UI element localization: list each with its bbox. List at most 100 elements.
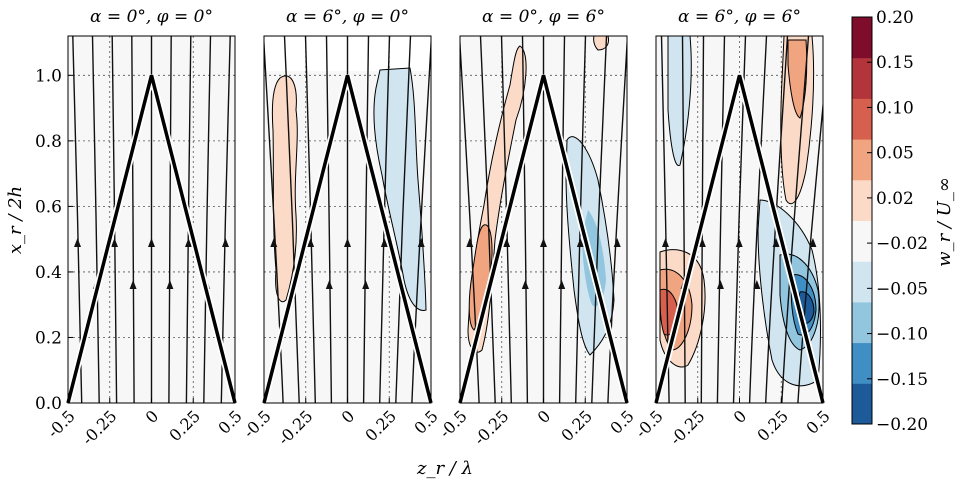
y-tick-label-3: 0.6 — [35, 197, 62, 217]
panel-2-flow-arrow-2 — [307, 238, 315, 247]
colorbar-tick-label-6: 0.05 — [876, 144, 914, 164]
panel-1-x-tick-label-4: 0.5 — [214, 406, 245, 437]
x-axes: -0.5 -0.25 0 0.25 0.5-0.5 -0.25 0 0.25 0.5-0.5 -0… — [44, 398, 834, 449]
panel-3-negative-core — [582, 210, 606, 307]
panel-3-x-tick-label-4: 0.5 — [606, 406, 637, 437]
panel-1-x-tick-label-3: 0.25 — [165, 406, 204, 445]
panel-2-flow-arrow-6 — [380, 238, 388, 247]
y-tick-label-4: 0.8 — [35, 132, 62, 152]
panel-4-x-tick-label-1: -0.25 — [666, 406, 708, 448]
panel-3-x-tick-label-1: -0.25 — [470, 406, 512, 448]
panel-1-flow-arrow-2 — [111, 238, 119, 247]
panel-4-flow-arrow-3 — [716, 280, 724, 289]
y-tick-label-2: 0.4 — [35, 263, 62, 283]
panel-2-x-tick-label-2: 0 — [338, 406, 359, 427]
colorbar-frame — [851, 16, 873, 425]
panel-4-flow-arrow-0 — [661, 238, 669, 247]
y-tick-label-5: 1.0 — [35, 66, 62, 86]
colorbar-tick-label-4: −0.02 — [876, 234, 928, 254]
panel-3-streamline-7 — [591, 36, 608, 403]
panel-1-streamline-1 — [91, 36, 100, 403]
panel-3-title: α = 0°, φ = 6° — [482, 7, 605, 27]
colorbar-tick-label-5: 0.02 — [876, 189, 914, 209]
panel-3: α = 0°, φ = 6° — [456, 7, 631, 404]
panel-1-triangle-outline — [66, 74, 237, 404]
panel-4-streamline-7 — [781, 36, 810, 403]
panel-3-flow-arrow-6 — [576, 238, 584, 247]
panel-4-x-tick-label-4: 0.5 — [802, 406, 833, 437]
panel-3-flow-arrow-5 — [558, 280, 566, 289]
panel-2-streamline-1 — [283, 36, 300, 403]
panel-1-streamline-7 — [203, 36, 212, 403]
panel-4-triangle-outline — [654, 74, 825, 404]
colorbar-label: w_r / U_∞ — [934, 177, 955, 267]
colorbar-band-9 — [852, 17, 872, 59]
panel-4-streamline-5 — [748, 36, 768, 403]
panel-2-streamline-3 — [325, 36, 333, 403]
panel-2-flow-arrow-0 — [270, 238, 278, 247]
panel-1-triangle — [64, 74, 239, 404]
panel-1-flow-arrow-0 — [74, 238, 82, 247]
panel-2-x-tick-label-0: -0.5 — [240, 406, 275, 441]
panel-4-flow-arrow-2 — [698, 238, 706, 247]
colorbar-tick-label-1: −0.15 — [876, 370, 928, 390]
panel-2-streamline-5 — [362, 36, 370, 403]
panel-3-x-tick-label-0: -0.5 — [436, 406, 471, 441]
panel-4-streamline-8 — [797, 98, 823, 403]
y-tick-label-1: 0.2 — [35, 328, 62, 348]
panel-1-flow-arrow-5 — [166, 280, 174, 289]
y-tick-label-0: 0.0 — [35, 394, 62, 414]
panel-3-streamline-0 — [460, 36, 480, 403]
x-axis-label: z_r / λ — [416, 458, 473, 479]
panel-3-x-tick-label-2: 0 — [534, 406, 555, 427]
panel-3-triangle — [456, 74, 631, 404]
colorbar-tick-label-2: −0.10 — [876, 325, 928, 345]
panel-4-x-tick-label-3: 0.25 — [753, 406, 792, 445]
panel-4-title: α = 6°, φ = 6° — [678, 7, 801, 27]
panel-2-x-tick-label-3: 0.25 — [361, 406, 400, 445]
panel-4-flow-arrow-5 — [753, 280, 761, 289]
colorbar-band-6 — [852, 139, 872, 181]
y-axis: 0.0 0.2 0.4 0.6 0.8 1.0 — [35, 66, 73, 414]
panel-2-flow-arrow-8 — [417, 238, 425, 247]
colorbar-band-0 — [852, 383, 872, 425]
colorbar-band-2 — [852, 301, 872, 344]
panel-3-flow-arrow-8 — [613, 238, 621, 247]
panel-4-flow-arrow-6 — [772, 238, 780, 247]
panel-3-top-patch — [593, 36, 609, 51]
panel-4-x-tick-label-2: 0 — [730, 406, 751, 427]
panel-2-x-tick-label-4: 0.5 — [410, 406, 441, 437]
colorbar-tick-label-8: 0.15 — [876, 53, 914, 73]
panel-2-title: α = 6°, φ = 0° — [286, 7, 409, 27]
panel-2-streamline-0 — [264, 36, 284, 403]
panel-1-x-tick-label-2: 0 — [142, 406, 163, 427]
panel-1-title: α = 0°, φ = 0° — [90, 7, 213, 27]
panel-1-streamline-5 — [168, 36, 172, 403]
panel-2-flow-arrow-5 — [362, 280, 370, 289]
panel-4-triangle — [652, 74, 827, 404]
colorbar-band-7 — [852, 98, 872, 140]
panel-3-flow-arrow-0 — [466, 238, 474, 247]
panel-3-streamline-1 — [479, 36, 496, 403]
panel-4-x-tick-label-0: -0.5 — [632, 406, 667, 441]
panel-3-flow-arrow-3 — [521, 280, 529, 289]
panel-4-flow-arrow-4 — [735, 238, 743, 247]
panel-1-flow-arrow-3 — [129, 280, 137, 289]
panel-3-flow-arrow-2 — [503, 238, 511, 247]
panel-4-streamline-3 — [716, 36, 726, 403]
panel-2-streamline-8 — [411, 36, 431, 403]
panel-1-x-tick-label-1: -0.25 — [78, 406, 120, 448]
panel-2-positive-region — [271, 75, 298, 302]
panel-2: α = 6°, φ = 0° — [260, 7, 435, 404]
colorbar-band-5 — [852, 179, 872, 221]
panel-4-negative-upper-region — [667, 36, 692, 166]
panel-2-triangle-outline — [262, 74, 433, 404]
colorbar-band-8 — [852, 57, 872, 99]
panel-4: α = 6°, φ = 6° — [652, 7, 827, 404]
panel-1-flow-arrow-4 — [148, 238, 155, 247]
colorbar-band-1 — [852, 342, 872, 384]
panel-3-streamline-8 — [607, 36, 627, 403]
panel-3-triangle-outline — [458, 74, 629, 404]
panel-4-streamline-1 — [681, 36, 686, 403]
